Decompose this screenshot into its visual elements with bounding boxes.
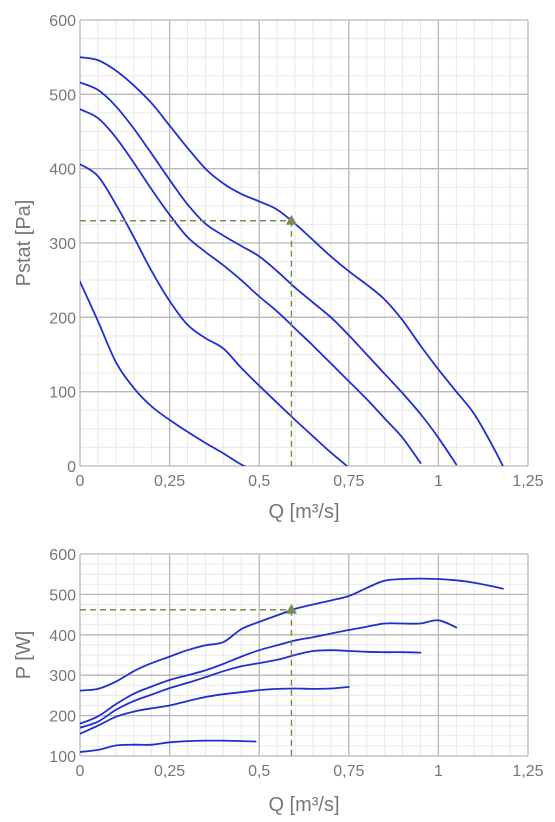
x-tick-label: 0: [76, 763, 85, 780]
y-tick-label: 400: [49, 162, 76, 179]
y-tick-label: 200: [49, 709, 76, 726]
x-tick-label: 1: [434, 473, 443, 490]
x-tick-label: 1: [434, 763, 443, 780]
x-tick-label: 0,5: [248, 473, 270, 490]
pstat-operating-point-group: [80, 214, 297, 466]
y-tick-label: 600: [49, 547, 76, 564]
power-y-ticks: 100 200 300 400 500 600: [49, 547, 76, 766]
series-line-1: [80, 280, 247, 466]
series-line-3: [80, 649, 422, 729]
x-tick-label: 0,75: [333, 763, 364, 780]
series-line-2: [80, 686, 350, 735]
power-y-axis-label: P [W]: [13, 631, 35, 680]
power-x-ticks: 0 0,25 0,5 0,75 1 1,25: [76, 763, 544, 780]
pstat-x-axis-label: Q [m³/s]: [268, 501, 339, 523]
operating-point-marker: [285, 214, 297, 225]
pstat-grid: [79, 19, 529, 467]
series-line-5: [80, 577, 504, 692]
y-tick-label: 300: [49, 668, 76, 685]
power-series-group: [80, 577, 504, 753]
x-tick-label: 0: [76, 473, 85, 490]
series-line-1: [80, 739, 257, 753]
y-tick-label: 500: [49, 587, 76, 604]
y-tick-label: 600: [49, 13, 76, 30]
pstat-x-ticks: 0 0,25 0,5 0,75 1 1,25: [76, 473, 544, 490]
y-tick-label: 100: [49, 749, 76, 766]
power-x-axis-label: Q [m³/s]: [268, 794, 339, 816]
x-tick-label: 0,25: [154, 473, 185, 490]
power-grid: [79, 553, 529, 757]
power-operating-point-group: [80, 603, 297, 756]
y-tick-label: 300: [49, 236, 76, 253]
pstat-y-axis-label: Pstat [Pa]: [13, 200, 35, 287]
pstat-chart: 0 0,25 0,5 0,75 1 1,25 0 100 200 300 400 500 600 Ps…: [13, 13, 544, 523]
pstat-y-ticks: 0 100 200 300 400 500 600: [49, 13, 76, 476]
x-tick-label: 0,5: [248, 763, 270, 780]
y-tick-label: 500: [49, 87, 76, 104]
x-tick-label: 0,75: [333, 473, 364, 490]
series-line-4: [80, 619, 458, 725]
series-line-4: [80, 81, 458, 466]
x-tick-label: 1,25: [512, 763, 543, 780]
y-tick-label: 0: [67, 459, 76, 476]
power-chart: 0 0,25 0,5 0,75 1 1,25 100 200 300 400 500 600 P […: [13, 547, 544, 816]
x-tick-label: 0,25: [154, 763, 185, 780]
series-line-3: [80, 108, 422, 464]
y-tick-label: 400: [49, 628, 76, 645]
x-tick-label: 1,25: [512, 473, 543, 490]
y-tick-label: 100: [49, 385, 76, 402]
y-tick-label: 200: [49, 310, 76, 327]
operating-point-marker: [285, 603, 297, 614]
